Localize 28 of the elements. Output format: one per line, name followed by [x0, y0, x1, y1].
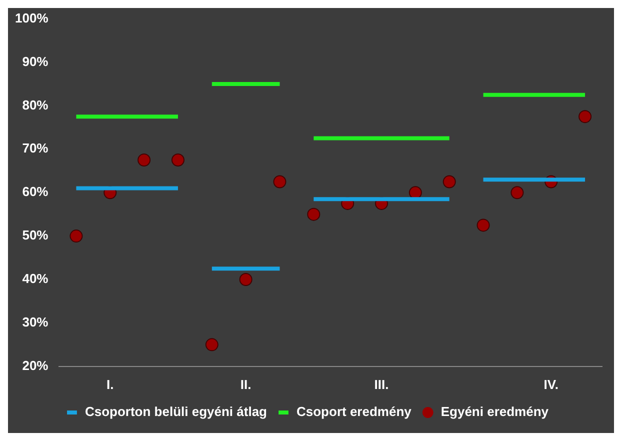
point — [138, 154, 151, 167]
y-tick-label: 20% — [22, 358, 49, 373]
legend-label: Egyéni eredmény — [440, 404, 550, 420]
legend-label: Csoporton belüli egyéni átlag — [84, 404, 268, 420]
point — [476, 218, 490, 232]
y-tick-label: 90% — [22, 54, 49, 69]
y-tick-label: 60% — [22, 184, 49, 200]
x-tick-label: II. — [240, 376, 252, 392]
legend-label: Csoport eredmény — [296, 404, 412, 420]
y-tick-label: 100% — [15, 10, 49, 26]
point — [239, 273, 252, 286]
point — [408, 186, 422, 200]
point — [307, 208, 320, 221]
point — [510, 186, 524, 200]
point — [205, 338, 218, 352]
y-tick-label: 40% — [22, 271, 49, 286]
point — [442, 175, 456, 188]
x-tick-label: IV. — [544, 376, 558, 392]
y-tick-label: 30% — [22, 314, 49, 330]
point — [171, 154, 184, 167]
y-tick-label: 80% — [22, 97, 49, 112]
x-tick-label: III. — [374, 376, 389, 392]
point — [273, 175, 286, 188]
x-tick-label: I. — [106, 376, 114, 392]
point — [70, 230, 83, 243]
y-tick-label: 70% — [22, 140, 49, 156]
point — [578, 110, 592, 124]
y-tick-label: 50% — [22, 228, 49, 243]
